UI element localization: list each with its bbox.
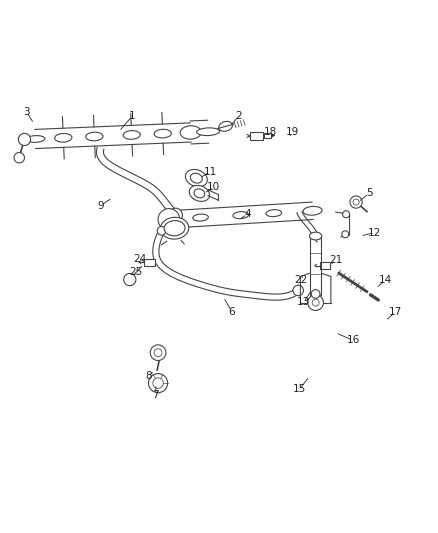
FancyBboxPatch shape — [264, 133, 271, 138]
Circle shape — [153, 378, 163, 389]
Text: 3: 3 — [23, 107, 30, 117]
FancyBboxPatch shape — [251, 132, 262, 140]
Circle shape — [293, 285, 304, 296]
Ellipse shape — [180, 126, 201, 139]
Text: 17: 17 — [389, 307, 402, 317]
Text: 8: 8 — [145, 371, 152, 381]
Ellipse shape — [266, 209, 282, 216]
Text: 6: 6 — [229, 307, 235, 317]
Circle shape — [308, 295, 323, 310]
Circle shape — [343, 211, 350, 218]
Ellipse shape — [154, 130, 171, 138]
Ellipse shape — [55, 133, 72, 142]
Circle shape — [150, 345, 166, 360]
Ellipse shape — [233, 212, 249, 219]
Ellipse shape — [193, 214, 208, 221]
Circle shape — [154, 349, 162, 357]
Ellipse shape — [191, 173, 202, 183]
Text: 24: 24 — [133, 254, 146, 264]
Text: 14: 14 — [378, 276, 392, 286]
Text: 2: 2 — [235, 111, 242, 122]
Ellipse shape — [160, 217, 189, 239]
Ellipse shape — [219, 122, 233, 131]
Circle shape — [157, 227, 166, 235]
Text: 11: 11 — [204, 167, 217, 176]
Ellipse shape — [26, 135, 45, 142]
FancyBboxPatch shape — [144, 259, 155, 265]
Circle shape — [169, 208, 183, 222]
Circle shape — [148, 374, 168, 393]
Ellipse shape — [185, 169, 207, 187]
Ellipse shape — [86, 132, 103, 141]
Ellipse shape — [310, 232, 322, 240]
Text: 15: 15 — [293, 384, 306, 394]
Text: 10: 10 — [207, 182, 220, 192]
Text: 4: 4 — [244, 209, 251, 219]
Circle shape — [312, 299, 319, 306]
FancyBboxPatch shape — [320, 262, 330, 269]
Circle shape — [342, 231, 349, 238]
Ellipse shape — [158, 208, 180, 230]
Ellipse shape — [303, 206, 322, 215]
Text: 16: 16 — [346, 335, 360, 345]
Text: 19: 19 — [286, 127, 299, 138]
Ellipse shape — [197, 128, 219, 135]
Text: 7: 7 — [152, 390, 159, 400]
Circle shape — [350, 196, 362, 208]
Circle shape — [18, 133, 31, 146]
Ellipse shape — [164, 221, 185, 236]
Text: 12: 12 — [368, 228, 381, 238]
Text: 22: 22 — [294, 276, 307, 286]
Circle shape — [124, 273, 136, 286]
Text: 13: 13 — [297, 297, 311, 307]
Text: 9: 9 — [97, 200, 104, 211]
Circle shape — [14, 152, 25, 163]
Text: 1: 1 — [129, 111, 135, 122]
Text: 5: 5 — [366, 188, 372, 198]
Ellipse shape — [123, 131, 140, 139]
Ellipse shape — [194, 189, 205, 198]
Text: 21: 21 — [329, 255, 342, 265]
Ellipse shape — [189, 185, 209, 201]
Text: 18: 18 — [264, 127, 277, 138]
Circle shape — [353, 199, 359, 205]
Circle shape — [311, 289, 320, 298]
Text: 25: 25 — [129, 266, 142, 277]
